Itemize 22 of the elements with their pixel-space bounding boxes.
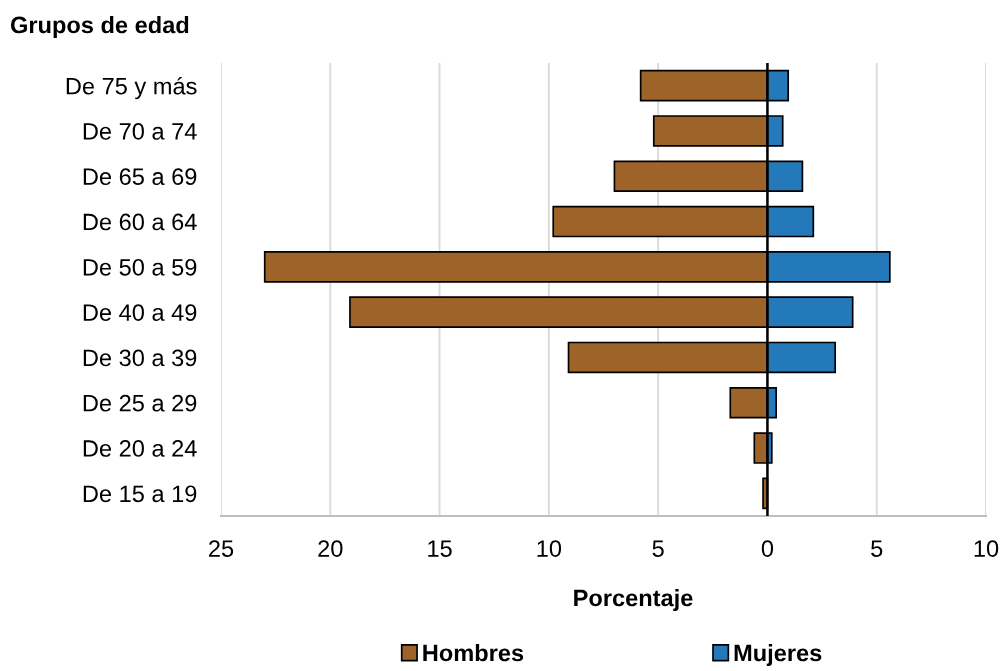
y-tick-label: De 65 a 69 bbox=[83, 168, 197, 186]
legend-label: Mujeres bbox=[734, 643, 822, 667]
x-tick-label: 10 bbox=[537, 540, 562, 557]
x-tick-label: 15 bbox=[428, 540, 452, 557]
x-tick-label: 5 bbox=[871, 540, 883, 557]
y-tick-label: De 75 y más bbox=[66, 76, 197, 100]
x-tick-label: 10 bbox=[974, 540, 999, 557]
x-axis-title: Porcentaje bbox=[574, 588, 693, 612]
y-tick-label: De 70 a 74 bbox=[83, 123, 197, 140]
x-tick-label: 5 bbox=[652, 540, 664, 557]
y-tick-label: De 30 a 39 bbox=[83, 349, 197, 367]
y-tick-label: De 40 a 49 bbox=[83, 304, 197, 321]
legend-label: Hombres bbox=[423, 643, 524, 662]
y-tick-label: De 60 a 64 bbox=[83, 213, 197, 231]
y-tick-label: De 25 a 29 bbox=[83, 394, 197, 412]
x-tick-label: 0 bbox=[761, 540, 774, 557]
y-tick-label: De 15 a 19 bbox=[83, 485, 197, 503]
x-tick-label: 20 bbox=[318, 540, 343, 557]
x-tick-label: 25 bbox=[209, 540, 234, 557]
y-tick-label: De 20 a 24 bbox=[83, 440, 197, 457]
y-tick-label: De 50 a 59 bbox=[83, 258, 197, 276]
y-axis-title: Grupos de edad bbox=[10, 16, 189, 38]
